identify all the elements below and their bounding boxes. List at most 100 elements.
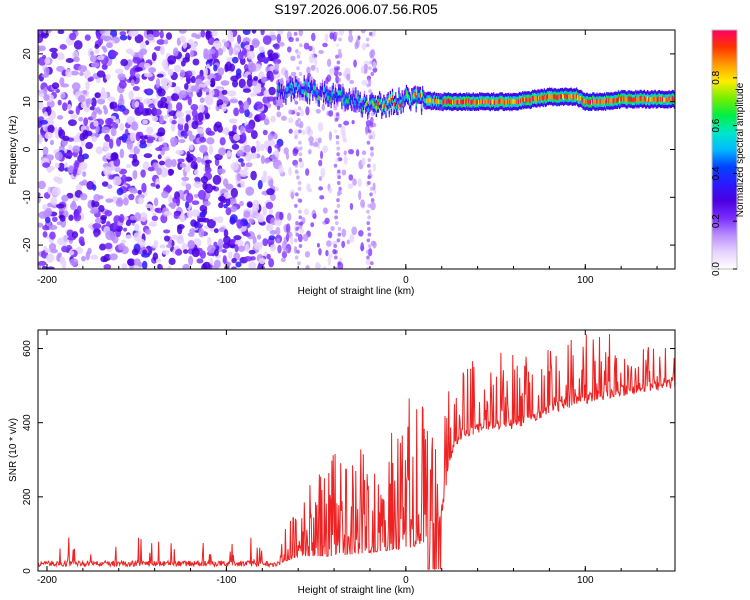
stripe-blob — [365, 249, 370, 254]
noise-blob — [245, 186, 255, 196]
colorbar-tick-label: 0.2 — [711, 214, 722, 228]
noise-blob — [200, 176, 209, 184]
noise-blob — [80, 102, 87, 109]
noise-blob — [237, 51, 244, 61]
noise-blob — [262, 205, 267, 216]
noise-blob — [165, 32, 173, 40]
noise-blob — [121, 263, 128, 269]
noise-blob — [56, 52, 65, 61]
noise-blob — [79, 227, 85, 234]
carrier-cell — [648, 97, 650, 103]
stripe-blob — [336, 192, 341, 197]
noise-blob — [319, 195, 325, 200]
noise-blob — [45, 207, 53, 217]
noise-blob — [56, 221, 63, 226]
carrier-cell — [416, 92, 418, 98]
noise-blob — [267, 145, 272, 154]
x-tick-label: -100 — [216, 275, 236, 286]
noise-blob — [159, 45, 165, 56]
colorbar-tick-label: 0.0 — [711, 262, 722, 276]
carrier-cell — [553, 94, 555, 100]
stripe-blob — [294, 255, 299, 260]
stripe-blob — [297, 106, 302, 111]
stripe-blob — [297, 261, 301, 266]
carrier-cell — [658, 96, 661, 101]
noise-blob — [133, 232, 141, 242]
noise-blob — [335, 75, 340, 84]
carrier-cell — [439, 99, 441, 105]
noise-blob — [317, 122, 324, 132]
noise-blob — [274, 143, 281, 149]
carrier-cell — [551, 93, 553, 99]
carrier-cell — [524, 97, 526, 102]
noise-blob — [105, 230, 115, 241]
carrier-cell — [673, 97, 675, 103]
noise-blob — [46, 266, 55, 269]
carrier-cell — [536, 96, 538, 102]
noise-blob — [182, 263, 191, 269]
noise-blob — [262, 95, 271, 105]
noise-blob — [256, 81, 262, 89]
carrier-cell — [339, 90, 341, 96]
noise-blob — [265, 223, 274, 232]
x-tick-label: -200 — [37, 575, 57, 586]
noise-blob — [156, 39, 166, 45]
noise-blob — [351, 119, 355, 125]
noise-blob — [146, 126, 154, 135]
stripe-blob — [338, 37, 342, 42]
noise-blob — [247, 201, 253, 208]
noise-blob — [79, 239, 84, 246]
colorbar-tick-label: 0.4 — [711, 166, 722, 180]
noise-blob — [78, 161, 88, 171]
noise-blob — [91, 111, 97, 120]
noise-blob — [189, 49, 194, 58]
noise-blob — [244, 243, 250, 253]
carrier-cell — [356, 102, 358, 107]
noise-blob — [117, 105, 126, 112]
noise-blob — [268, 86, 276, 96]
colorbar-ticks: 0.0 0.2 0.4 0.6 0.8 — [711, 70, 737, 276]
carrier-cell — [484, 99, 486, 105]
carrier-cell — [433, 97, 436, 103]
noise-blob — [68, 214, 74, 221]
carrier-cell — [598, 98, 600, 104]
noise-blob — [116, 197, 123, 205]
carrier-cell — [315, 92, 317, 98]
noise-blob — [62, 102, 68, 112]
noise-blob — [224, 63, 229, 73]
carrier-cell — [360, 105, 362, 111]
noise-blob — [125, 220, 132, 227]
carrier-cell — [605, 99, 607, 105]
x-tick-label: 0 — [403, 275, 409, 286]
noise-blob — [326, 58, 332, 67]
noise-blob — [245, 162, 253, 168]
y-tick-label: -20 — [22, 237, 33, 252]
noise-blob — [151, 52, 157, 62]
snr-panel: -200 -100 0 100 0 200 400 600 Height of straig… — [8, 329, 676, 596]
noise-blob — [153, 197, 159, 207]
noise-blob — [191, 200, 200, 206]
carrier-cell — [335, 94, 338, 100]
carrier-cell — [442, 100, 444, 105]
noise-blob — [315, 108, 321, 114]
carrier-cell — [511, 100, 513, 105]
noise-blob — [162, 249, 170, 255]
noise-blob — [94, 217, 102, 224]
noise-blob — [308, 45, 313, 52]
noise-blob — [155, 258, 162, 263]
noise-blob — [43, 94, 50, 101]
noise-blob — [51, 216, 58, 222]
carrier-cell — [348, 94, 351, 100]
carrier-cell — [426, 98, 428, 104]
noise-blob — [243, 100, 250, 111]
carrier-cell — [291, 83, 294, 89]
stripe-blob — [370, 112, 375, 117]
noise-blob — [185, 193, 194, 203]
noise-blob — [193, 181, 202, 188]
carrier-cell — [331, 91, 333, 97]
noise-blob — [144, 40, 150, 46]
carrier-cell — [479, 98, 481, 104]
noise-blob — [286, 223, 291, 234]
carrier-cell — [541, 95, 543, 100]
carrier-cell — [631, 97, 634, 103]
